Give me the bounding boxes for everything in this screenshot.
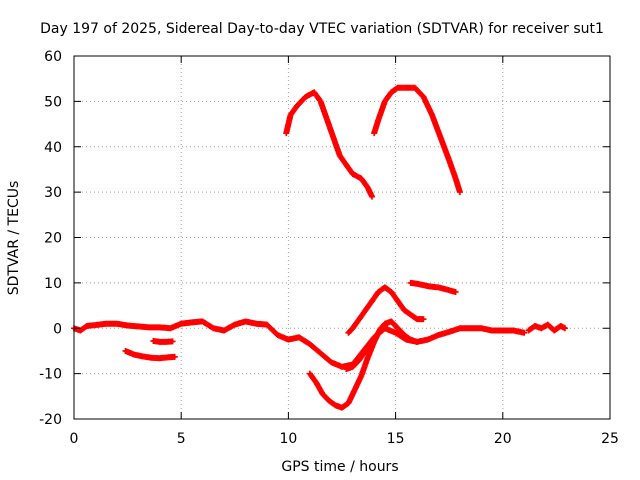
y-tick-label: -20 (39, 412, 62, 428)
data-points (71, 84, 568, 411)
y-tick-label: 50 (44, 94, 62, 110)
x-tick-label: 25 (601, 431, 619, 447)
data-point (171, 353, 178, 360)
series-track-a (283, 89, 376, 200)
y-tick-label: 40 (44, 140, 62, 156)
y-axis-label: SDTVAR / TECUs (6, 181, 22, 296)
y-tick-label: 20 (44, 231, 62, 247)
data-point (456, 189, 463, 196)
y-tick-label: 10 (44, 276, 62, 292)
x-tick-label: 5 (177, 431, 186, 447)
axis-ticks: 0 5 10 15 20 25 -20 -10 0 10 20 30 40 50 60 (39, 49, 619, 447)
data-point (452, 288, 459, 295)
data-point (414, 338, 421, 345)
x-tick-label: 0 (70, 431, 79, 447)
x-tick-label: 10 (279, 431, 297, 447)
y-tick-label: 30 (44, 185, 62, 201)
series-track-h (343, 318, 421, 373)
y-tick-label: -10 (39, 367, 62, 383)
y-tick-label: 0 (53, 321, 62, 337)
x-tick-label: 15 (387, 431, 405, 447)
data-point (169, 338, 176, 345)
series-track-c (122, 347, 178, 362)
series-track-b (371, 84, 463, 196)
data-point (521, 329, 528, 336)
x-tick-label: 20 (494, 431, 512, 447)
series-track-e (71, 318, 528, 370)
series-track-d (150, 337, 176, 345)
series-track-f (525, 321, 568, 334)
x-axis-label: GPS time / hours (281, 459, 398, 475)
y-tick-label: 60 (44, 49, 62, 65)
data-point (420, 316, 427, 323)
data-point (561, 325, 568, 332)
series-track-i (345, 284, 427, 336)
series-track-j (407, 279, 459, 295)
data-point (369, 193, 376, 200)
chart-title: Day 197 of 2025, Sidereal Day-to-day VTE… (40, 21, 604, 37)
